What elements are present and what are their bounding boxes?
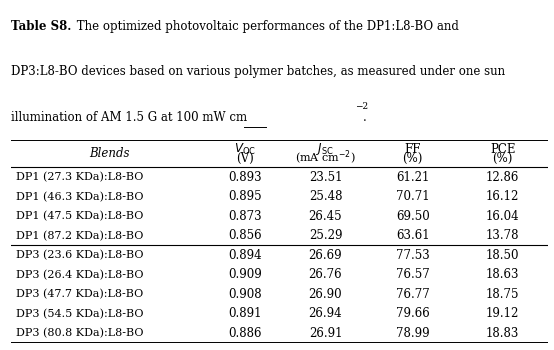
Text: 26.69: 26.69 bbox=[309, 248, 342, 262]
Text: 0.886: 0.886 bbox=[228, 327, 261, 340]
Text: 0.908: 0.908 bbox=[228, 288, 261, 301]
Text: 63.61: 63.61 bbox=[396, 229, 429, 242]
Text: (mA cm$^{-2}$): (mA cm$^{-2}$) bbox=[295, 149, 356, 167]
Text: 0.891: 0.891 bbox=[228, 307, 261, 320]
Text: FF: FF bbox=[404, 143, 421, 156]
Text: The optimized photovoltaic performances of the DP1:L8-BO and: The optimized photovoltaic performances … bbox=[73, 20, 459, 33]
Text: 79.66: 79.66 bbox=[396, 307, 430, 320]
Text: 0.909: 0.909 bbox=[228, 268, 261, 281]
Text: 25.29: 25.29 bbox=[309, 229, 342, 242]
Text: DP3 (26.4 KDa):L8-BO: DP3 (26.4 KDa):L8-BO bbox=[17, 270, 144, 280]
Text: 18.75: 18.75 bbox=[486, 288, 520, 301]
Text: 76.57: 76.57 bbox=[396, 268, 430, 281]
Text: 0.856: 0.856 bbox=[228, 229, 261, 242]
Text: 0.895: 0.895 bbox=[228, 190, 261, 203]
Text: 70.71: 70.71 bbox=[396, 190, 429, 203]
Text: DP3 (54.5 KDa):L8-BO: DP3 (54.5 KDa):L8-BO bbox=[17, 309, 144, 319]
Text: (V): (V) bbox=[236, 152, 254, 164]
Text: 0.873: 0.873 bbox=[228, 210, 261, 223]
Text: 0.894: 0.894 bbox=[228, 248, 261, 262]
Text: 78.99: 78.99 bbox=[396, 327, 429, 340]
Text: 26.91: 26.91 bbox=[309, 327, 342, 340]
Text: Blends: Blends bbox=[89, 147, 130, 160]
Text: DP3 (80.8 KDa):L8-BO: DP3 (80.8 KDa):L8-BO bbox=[17, 328, 144, 338]
Text: .: . bbox=[363, 111, 367, 124]
Text: 26.94: 26.94 bbox=[309, 307, 342, 320]
Text: (%): (%) bbox=[493, 152, 513, 164]
Text: 19.12: 19.12 bbox=[486, 307, 520, 320]
Text: 16.04: 16.04 bbox=[486, 210, 520, 223]
Text: 12.86: 12.86 bbox=[486, 170, 520, 184]
Text: illumination of AM 1.5 G at 100 mW cm: illumination of AM 1.5 G at 100 mW cm bbox=[11, 111, 247, 124]
Text: DP3:L8-BO devices based on various polymer batches, as measured under one sun: DP3:L8-BO devices based on various polym… bbox=[11, 65, 505, 78]
Text: −2: −2 bbox=[355, 102, 368, 111]
Text: 77.53: 77.53 bbox=[396, 248, 430, 262]
Text: 23.51: 23.51 bbox=[309, 170, 342, 184]
Text: 26.90: 26.90 bbox=[309, 288, 342, 301]
Text: DP1 (46.3 KDa):L8-BO: DP1 (46.3 KDa):L8-BO bbox=[17, 191, 144, 202]
Text: DP3 (47.7 KDa):L8-BO: DP3 (47.7 KDa):L8-BO bbox=[17, 289, 143, 299]
Text: DP1 (27.3 KDa):L8-BO: DP1 (27.3 KDa):L8-BO bbox=[17, 172, 144, 182]
Text: 18.50: 18.50 bbox=[486, 248, 520, 262]
Text: 0.893: 0.893 bbox=[228, 170, 261, 184]
Text: 13.78: 13.78 bbox=[486, 229, 520, 242]
Text: 61.21: 61.21 bbox=[396, 170, 429, 184]
Text: DP3 (23.6 KDa):L8-BO: DP3 (23.6 KDa):L8-BO bbox=[17, 250, 144, 260]
Text: (%): (%) bbox=[403, 152, 423, 164]
Text: 76.77: 76.77 bbox=[396, 288, 430, 301]
Text: 18.63: 18.63 bbox=[486, 268, 520, 281]
Text: 25.48: 25.48 bbox=[309, 190, 342, 203]
Text: DP1 (47.5 KDa):L8-BO: DP1 (47.5 KDa):L8-BO bbox=[17, 211, 144, 221]
Text: $J_{\mathrm{SC}}$: $J_{\mathrm{SC}}$ bbox=[316, 141, 335, 158]
Text: 26.45: 26.45 bbox=[309, 210, 342, 223]
Text: 18.83: 18.83 bbox=[486, 327, 520, 340]
Text: $V_{\mathrm{OC}}$: $V_{\mathrm{OC}}$ bbox=[234, 142, 256, 157]
Text: Table S8.: Table S8. bbox=[11, 20, 71, 33]
Text: 26.76: 26.76 bbox=[309, 268, 342, 281]
Text: 69.50: 69.50 bbox=[396, 210, 430, 223]
Text: PCE: PCE bbox=[490, 143, 516, 156]
Text: 16.12: 16.12 bbox=[486, 190, 520, 203]
Text: DP1 (87.2 KDa):L8-BO: DP1 (87.2 KDa):L8-BO bbox=[17, 231, 144, 241]
